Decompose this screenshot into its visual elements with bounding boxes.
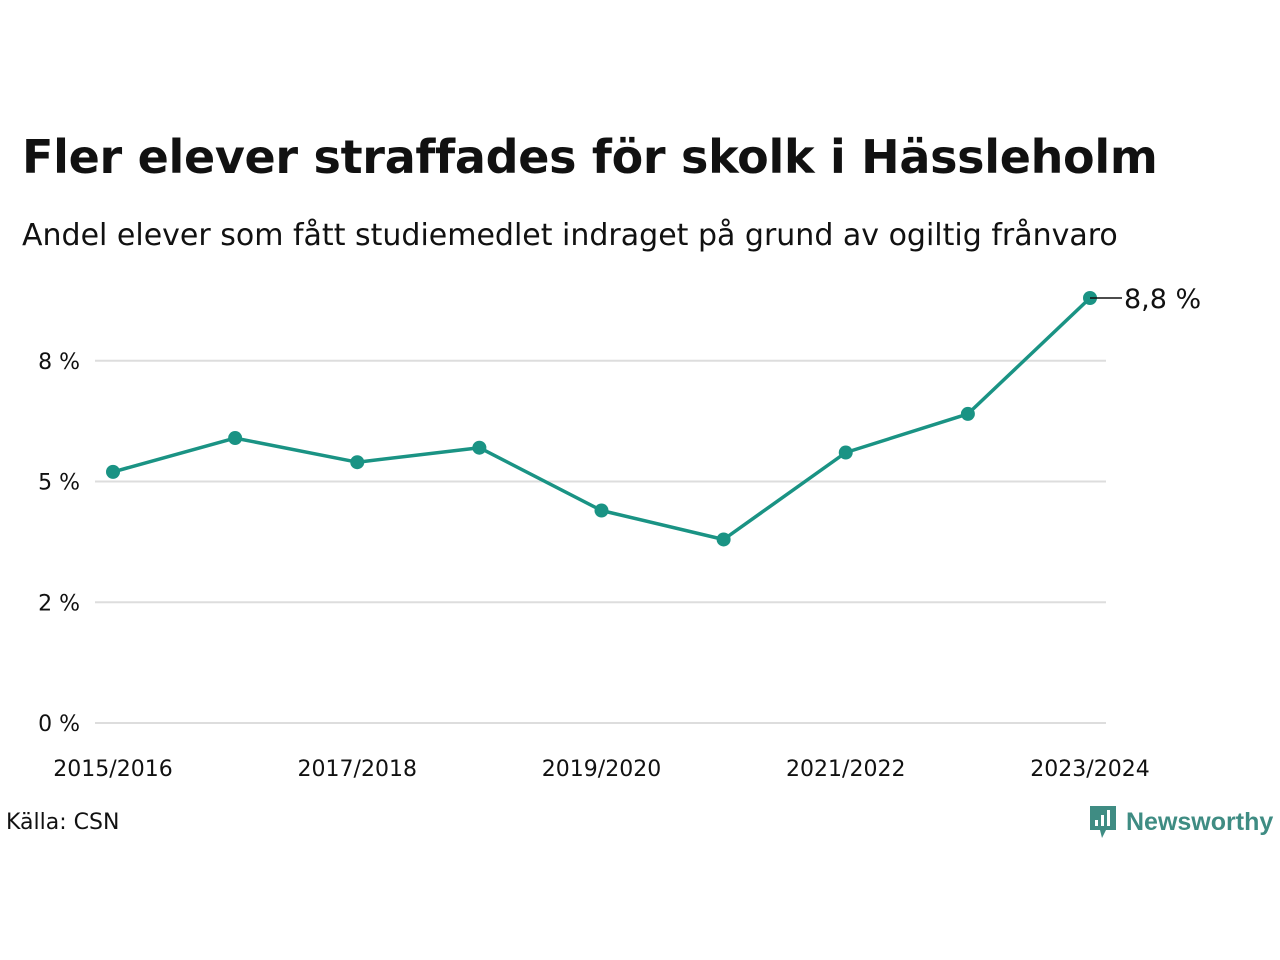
chart-subtitle: Andel elever som fått studiemedlet indra… [22,218,1118,253]
data-point [594,503,609,518]
data-point [228,431,243,446]
y-tick-label: 8 % [38,350,80,375]
y-tick-label: 5 % [38,471,80,496]
series-lines [111,296,1092,542]
gridlines [95,359,1106,724]
x-tick-label: 2017/2018 [298,757,417,782]
x-tick-label: 2015/2016 [53,757,172,782]
x-axis-ticks: 2015/2016 2017/2018 2019/2020 2021/2022 2023… [53,757,1149,782]
y-axis-ticks: 0 % 2 % 5 % 8 % [38,350,80,737]
source-credit: Källa: CSN [6,810,120,835]
series-points [106,291,1097,547]
chart-title: Fler elever straffades för skolk i Hässl… [22,130,1158,184]
data-point [472,440,487,455]
data-point [716,532,731,547]
end-labels: 8,8 % [1090,284,1201,315]
newsworthy-logo-icon [1090,806,1116,838]
data-point [106,464,120,479]
data-point [350,455,365,470]
x-tick-label: 2023/2024 [1030,757,1149,782]
brand-name: Newsworthy [1126,807,1274,836]
y-tick-label: 2 % [38,591,80,616]
data-point [838,445,853,460]
x-tick-label: 2021/2022 [786,757,905,782]
series-line [111,296,1092,542]
y-tick-label: 0 % [38,712,80,737]
end-value-label: 8,8 % [1124,284,1201,315]
data-point [960,406,975,421]
brand-logo-block: Newsworthy [1088,804,1273,840]
x-tick-label: 2019/2020 [542,757,661,782]
